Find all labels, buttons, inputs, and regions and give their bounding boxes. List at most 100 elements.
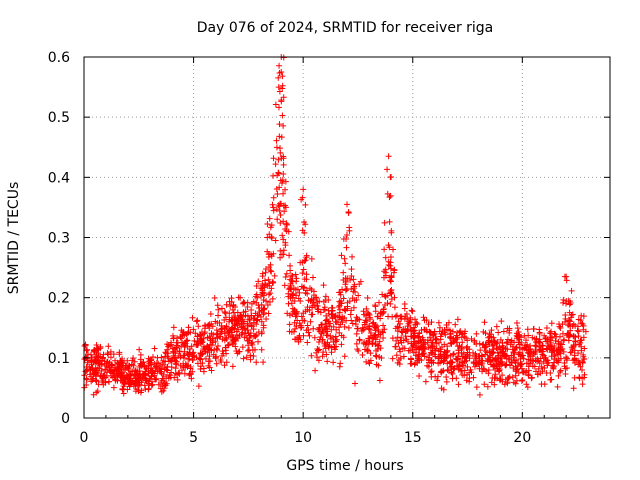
data-point (259, 273, 266, 280)
data-point (255, 338, 262, 345)
data-point (178, 335, 185, 342)
data-point (190, 352, 197, 359)
data-point (376, 299, 383, 306)
data-point (349, 320, 356, 327)
data-point (499, 360, 506, 367)
data-point (296, 289, 303, 296)
data-point (280, 218, 287, 225)
x-tick-label: 15 (404, 430, 422, 446)
data-point (445, 367, 452, 374)
data-point (466, 346, 473, 353)
data-point (498, 355, 505, 362)
data-point (158, 354, 165, 361)
data-point (268, 222, 275, 229)
data-point (348, 317, 355, 324)
data-point (324, 358, 331, 365)
data-point (172, 355, 179, 362)
data-point (300, 186, 307, 193)
data-point (266, 231, 273, 238)
data-point (438, 343, 445, 350)
data-point (510, 365, 517, 372)
x-tick-label: 0 (80, 430, 89, 446)
data-point (300, 266, 307, 273)
data-point (90, 391, 97, 398)
data-point (231, 325, 238, 332)
data-point (428, 368, 435, 375)
data-point (202, 355, 209, 362)
data-point (294, 317, 301, 324)
data-point (427, 369, 434, 376)
data-point (258, 346, 265, 353)
data-point (193, 318, 200, 325)
data-point (557, 346, 564, 353)
data-point (293, 308, 300, 315)
data-point (319, 327, 326, 334)
data-point (186, 372, 193, 379)
data-point (287, 262, 294, 269)
data-point (395, 318, 402, 325)
data-point (523, 360, 530, 367)
data-point (351, 281, 358, 288)
data-point (255, 328, 262, 335)
data-point (303, 271, 310, 278)
data-point (174, 376, 181, 383)
data-point (486, 337, 493, 344)
data-point (551, 330, 558, 337)
data-point (308, 311, 315, 318)
data-point (359, 351, 366, 358)
data-point (179, 339, 186, 346)
data-point (414, 355, 421, 362)
data-point (302, 257, 309, 264)
data-point (178, 343, 185, 350)
data-point (379, 291, 386, 298)
data-point (270, 194, 277, 201)
data-point (425, 344, 432, 351)
data-point (164, 341, 171, 348)
data-point (443, 322, 450, 329)
data-point (392, 343, 399, 350)
data-point (254, 312, 261, 319)
data-point (129, 368, 136, 375)
y-axis-label: SRMTID / TECUs (6, 182, 22, 295)
data-point (95, 346, 102, 353)
data-point (499, 372, 506, 379)
data-point (525, 350, 532, 357)
data-point (137, 362, 144, 369)
data-point (181, 352, 188, 359)
data-point (421, 326, 428, 333)
data-point (431, 328, 438, 335)
data-point (86, 363, 93, 370)
data-point (321, 306, 328, 313)
data-point (159, 375, 166, 382)
data-point (317, 334, 324, 341)
data-point (575, 333, 582, 340)
data-point (302, 201, 309, 208)
data-point (232, 343, 239, 350)
data-point (132, 367, 139, 374)
data-point (314, 354, 321, 361)
data-point (397, 355, 404, 362)
data-point (478, 352, 485, 359)
data-point (198, 352, 205, 359)
data-point (88, 358, 95, 365)
data-point (268, 235, 275, 242)
data-point (248, 307, 255, 314)
data-point (247, 330, 254, 337)
data-point (530, 351, 537, 358)
data-point (481, 319, 488, 326)
data-point (442, 331, 449, 338)
data-point (293, 323, 300, 330)
data-point (280, 161, 287, 168)
data-point (261, 290, 268, 297)
data-point (272, 161, 279, 168)
data-point (417, 337, 424, 344)
data-point (547, 334, 554, 341)
data-point (543, 338, 550, 345)
data-point (542, 334, 549, 341)
y-tick-label: 0.6 (48, 50, 70, 66)
data-point (389, 355, 396, 362)
data-point (389, 335, 396, 342)
data-point (291, 297, 298, 304)
data-point (373, 353, 380, 360)
